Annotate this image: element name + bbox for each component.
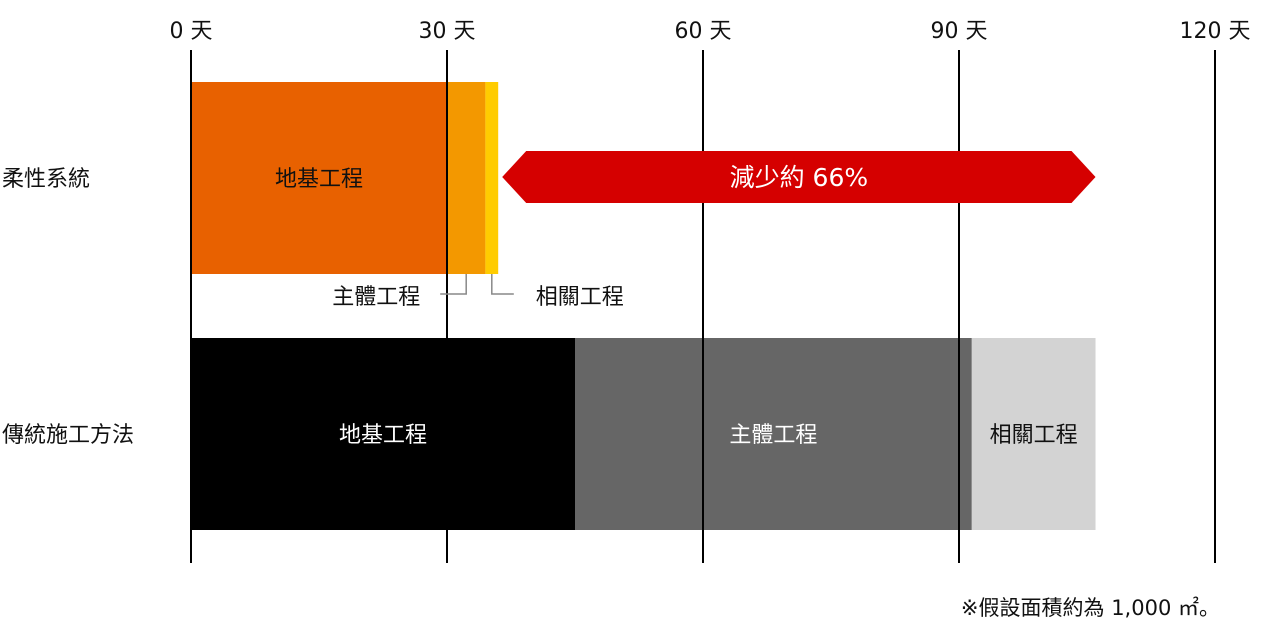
bar-segment <box>447 82 486 274</box>
callout-label: 相關工程 <box>536 285 624 310</box>
bar-segment <box>191 338 575 530</box>
x-tick-label: 0 天 <box>170 19 213 44</box>
bar-segment <box>971 338 1096 530</box>
callout-line <box>491 274 514 295</box>
x-tick-label: 60 天 <box>675 19 732 44</box>
bar-segment <box>575 338 972 530</box>
segment-label: 地基工程 <box>275 167 363 192</box>
reduction-arrow <box>502 151 1096 203</box>
category-label: 傳統施工方法 <box>2 423 134 448</box>
segment-label: 相關工程 <box>990 423 1078 448</box>
reduction-label: 減少約 66% <box>730 163 869 192</box>
bar-segment <box>191 82 447 274</box>
callout-label: 主體工程 <box>332 285 420 310</box>
category-label: 柔性系統 <box>2 167 90 192</box>
x-tick-label: 30 天 <box>419 19 476 44</box>
x-tick-label: 90 天 <box>931 19 988 44</box>
x-tick-label: 120 天 <box>1180 19 1251 44</box>
segment-label: 主體工程 <box>729 423 817 448</box>
callout-line <box>440 274 467 295</box>
bar-segment <box>485 82 499 274</box>
footnote: ※假設面積約為 1,000 ㎡。 <box>960 596 1220 620</box>
segment-label: 地基工程 <box>339 423 427 448</box>
